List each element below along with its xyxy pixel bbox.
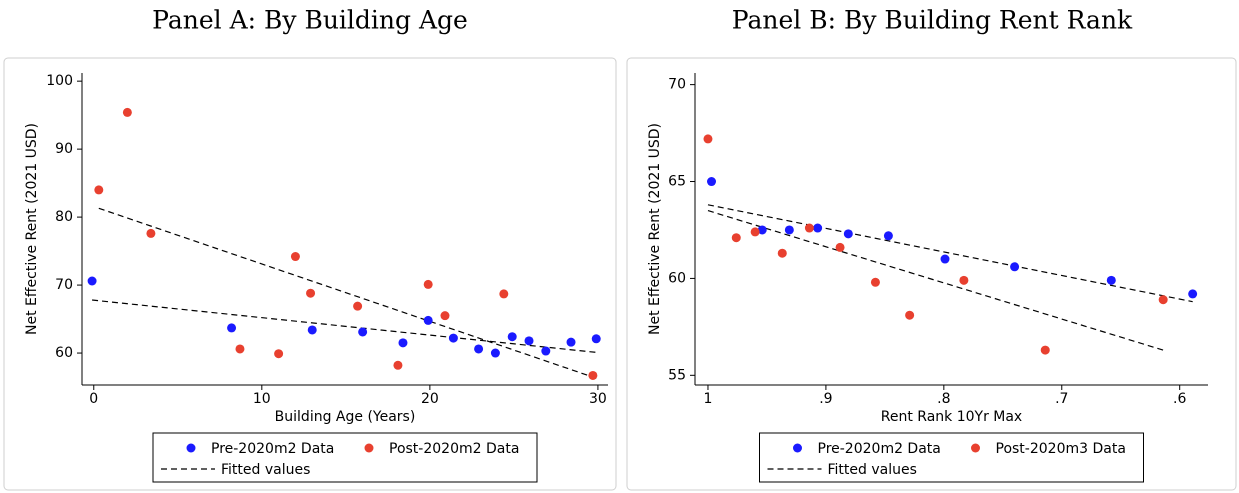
fitted-line <box>92 299 597 353</box>
panel-title: Panel B: By Building Rent Rank <box>732 6 1133 35</box>
point <box>905 310 915 320</box>
y-tick-label: 80 <box>55 209 73 225</box>
y-tick-label: 100 <box>46 73 73 89</box>
point <box>146 228 156 238</box>
point <box>883 231 893 241</box>
point <box>591 334 601 344</box>
point <box>499 289 509 299</box>
legend-box <box>152 432 538 483</box>
point <box>307 325 317 335</box>
point <box>440 311 450 321</box>
legend-marker <box>793 443 802 453</box>
point <box>87 276 97 286</box>
y-tick-label: 60 <box>55 345 73 361</box>
point <box>122 107 132 117</box>
point <box>777 248 787 258</box>
point <box>1010 262 1020 272</box>
point <box>750 227 760 237</box>
point <box>393 360 403 370</box>
fitted-line <box>707 204 1193 303</box>
y-tick-label: 55 <box>668 367 686 383</box>
point <box>1106 275 1116 285</box>
point <box>524 336 534 346</box>
point <box>784 225 794 235</box>
y-tick-label: 60 <box>668 270 686 286</box>
legend-label: Pre-2020m2 Data <box>818 441 941 457</box>
point <box>358 327 368 337</box>
x-axis-title: Rent Rank 10Yr Max <box>881 409 1022 425</box>
legend-marker <box>186 443 196 453</box>
legend-label: Post-2020m3 Data <box>996 441 1126 457</box>
y-tick-label: 70 <box>668 77 686 93</box>
point <box>870 277 880 287</box>
point <box>507 332 517 342</box>
point <box>804 223 814 233</box>
point <box>588 370 598 380</box>
x-tick-label: 30 <box>589 391 607 407</box>
point <box>566 337 576 347</box>
x-axis-title: Building Age (Years) <box>275 409 416 425</box>
x-tick-label: .7 <box>1055 391 1068 407</box>
y-axis-title: Net Effective Rent (2021 USD) <box>647 123 663 335</box>
point <box>1040 345 1050 355</box>
legend-label: Pre-2020m2 Data <box>211 441 334 457</box>
point <box>423 279 433 289</box>
y-tick-label: 70 <box>55 277 73 293</box>
legend-box <box>759 432 1144 483</box>
point <box>94 185 104 195</box>
legend-label: Fitted values <box>828 462 917 478</box>
point <box>274 349 284 359</box>
legend-marker <box>971 443 980 453</box>
point <box>306 288 316 298</box>
point <box>940 254 950 264</box>
y-tick-label: 65 <box>668 174 686 190</box>
point <box>423 315 433 325</box>
panel-frame <box>3 57 617 491</box>
x-tick-label: .9 <box>819 391 832 407</box>
point <box>707 177 717 187</box>
point <box>731 233 741 243</box>
point <box>474 344 484 354</box>
panel-title: Panel A: By Building Age <box>152 6 468 35</box>
point <box>835 242 845 252</box>
point <box>1158 295 1168 305</box>
point <box>959 275 969 285</box>
point <box>290 252 300 262</box>
point <box>703 134 713 144</box>
fitted-line <box>98 207 597 379</box>
point <box>843 229 853 239</box>
x-tick-label: 20 <box>421 391 439 407</box>
x-tick-label: .8 <box>937 391 950 407</box>
legend-label: Post-2020m2 Data <box>389 441 519 457</box>
point <box>1188 289 1198 299</box>
point <box>541 346 551 356</box>
x-tick-label: 0 <box>89 391 98 407</box>
legend-marker <box>364 443 374 453</box>
point <box>235 344 245 354</box>
y-tick-label: 90 <box>55 141 73 157</box>
x-tick-label: 1 <box>704 391 713 407</box>
y-axis-title: Net Effective Rent (2021 USD) <box>24 123 40 335</box>
point <box>398 338 408 348</box>
point <box>227 323 237 333</box>
panel-frame <box>626 57 1237 491</box>
x-tick-label: .6 <box>1173 391 1186 407</box>
point <box>353 301 363 311</box>
x-tick-label: 10 <box>253 391 271 407</box>
point <box>757 225 767 235</box>
point <box>448 333 458 343</box>
point <box>490 348 500 358</box>
legend-label: Fitted values <box>221 462 310 478</box>
point <box>813 223 823 233</box>
